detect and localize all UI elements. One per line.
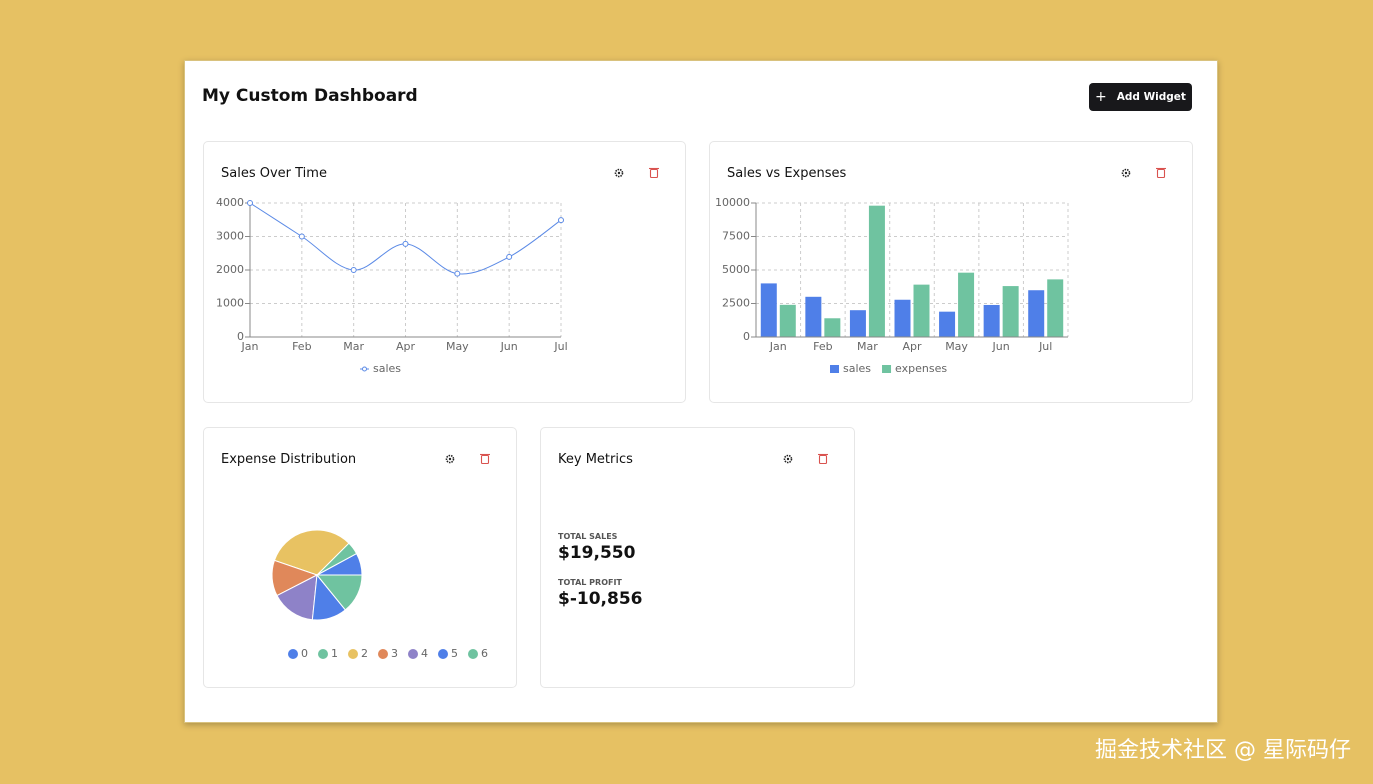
add-widget-button[interactable]: + Add Widget — [1089, 83, 1192, 111]
widget-title: Sales Over Time — [221, 166, 327, 181]
metric-value: $19,550 — [558, 543, 636, 563]
widget: Sales vs Expenses — [709, 141, 1193, 403]
button-label: Add Widget — [1116, 91, 1186, 103]
metric-label: TOTAL SALES — [558, 532, 618, 541]
widget: Expense Distribution — [203, 427, 517, 688]
metric-value: $-10,856 — [558, 589, 643, 609]
dashboard-title: My Custom Dashboard — [202, 86, 418, 106]
widget: Key Metrics TOTAL SALES $19,550 TOTAL PR… — [540, 427, 855, 688]
watermark: 掘金技术社区 @ 星际码仔 — [1095, 738, 1351, 763]
plus-icon: + — [1095, 89, 1107, 105]
widget: Sales Over Time — [203, 141, 686, 403]
widget-title: Expense Distribution — [221, 452, 357, 467]
widget-title: Sales vs Expenses — [727, 166, 847, 181]
metric-label: TOTAL PROFIT — [558, 578, 622, 587]
widget-title: Key Metrics — [558, 452, 633, 467]
